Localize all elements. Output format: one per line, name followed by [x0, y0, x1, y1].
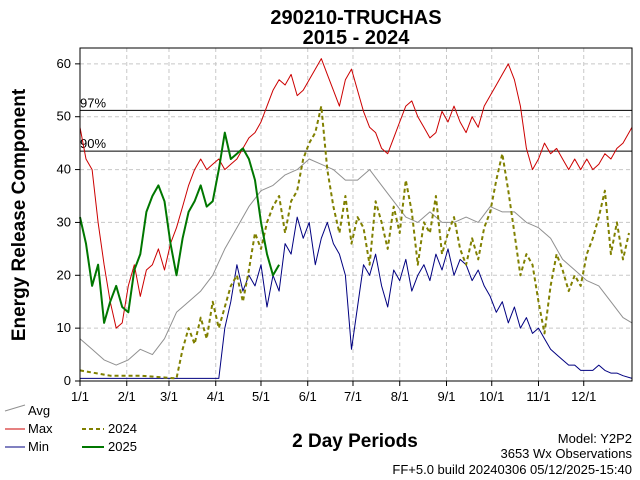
y-tick-label: 40: [57, 162, 71, 177]
x-tick-label: 11/1: [526, 389, 550, 404]
x-tick-label: 9/1: [437, 389, 455, 404]
model-info: Model: Y2P2: [558, 431, 632, 446]
legend-min-label: Min: [28, 439, 49, 454]
y-tick-label: 0: [64, 373, 71, 388]
series-line-max: [79, 58, 633, 329]
y-tick-label: 20: [57, 267, 71, 282]
series-line-avg: [79, 158, 633, 366]
percentile-label: 90%: [80, 136, 106, 151]
build-info: FF+5.0 build 20240306 05/12/2025-15:40: [392, 462, 632, 477]
legend-avg-label: Avg: [28, 403, 50, 418]
plot-frame: [79, 47, 633, 382]
x-tick-label: 6/1: [299, 389, 317, 404]
series-line-min: [80, 216, 633, 379]
x-tick-label: 12/1: [571, 389, 596, 404]
x-tick-label: 2/1: [118, 389, 136, 404]
y-tick-label: 60: [57, 56, 71, 71]
percentile-layer: 97% 90%: [80, 95, 632, 152]
x-tick-label: 3/1: [160, 389, 178, 404]
observations-info: 3653 Wx Observations: [500, 446, 632, 461]
x-tick-label: 4/1: [207, 389, 225, 404]
legend: Avg Max Min 2024 2025: [4, 403, 137, 454]
series-layer: [79, 58, 633, 380]
x-tick-label: 5/1: [252, 389, 270, 404]
x-tick-label: 7/1: [344, 389, 362, 404]
x-tick-label: 1/1: [71, 389, 89, 404]
tick-layer: 0 10 20 30 40 50 60 1/1 2/1 3/1 4/1 5/1 6/1 7/1 8/1 9/1…: [57, 56, 597, 404]
x-axis-label: 2 Day Periods: [292, 431, 418, 452]
y-tick-label: 50: [57, 109, 71, 124]
x-tick-label: 10/1: [479, 389, 504, 404]
legend-2024-label: 2024: [108, 421, 137, 436]
grid-layer: [80, 48, 632, 381]
legend-avg-swatch: [4, 404, 26, 412]
y-tick-label: 10: [57, 320, 71, 335]
legend-2025-label: 2025: [108, 439, 137, 454]
chart-title: 290210-TRUCHAS: [270, 7, 441, 29]
series-line-2024: [79, 105, 630, 380]
chart-subtitle: 2015 - 2024: [303, 27, 411, 49]
x-tick-label: 8/1: [391, 389, 409, 404]
legend-max-label: Max: [28, 421, 53, 436]
percentile-label: 97%: [80, 95, 106, 110]
y-axis-label: Energy Release Component: [9, 88, 30, 341]
series-line-2025: [79, 131, 280, 324]
y-tick-label: 30: [57, 214, 71, 229]
